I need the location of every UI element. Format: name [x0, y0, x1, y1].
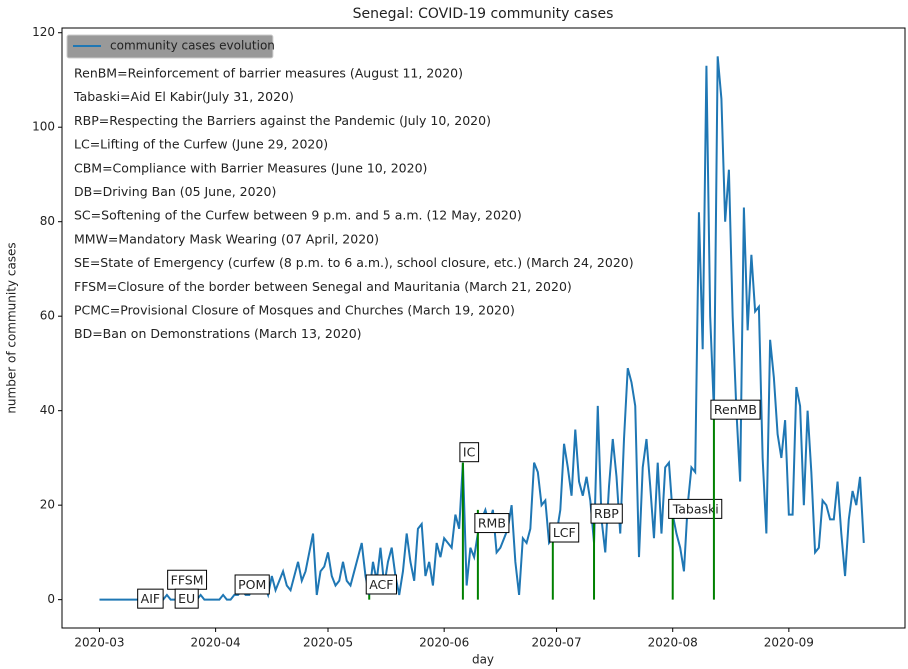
- event-box: [549, 522, 580, 543]
- event-label: RBP: [590, 503, 623, 524]
- event-label: AIF: [137, 588, 164, 609]
- note: DB=Driving Ban (05 June, 2020): [74, 184, 276, 199]
- event-box: [234, 574, 270, 595]
- note: LC=Lifting of the Curfew (June 29, 2020): [74, 137, 328, 152]
- event-label: LCF: [549, 522, 580, 543]
- event-text: POM: [238, 577, 266, 592]
- note: FFSM=Closure of the border between Seneg…: [74, 279, 572, 294]
- note: PCMC=Provisional Closure of Mosques and …: [74, 303, 515, 318]
- event-text: IC: [463, 445, 476, 460]
- y-tick-label: 60: [40, 309, 55, 323]
- event-label: EU: [174, 588, 199, 609]
- note: SE=State of Emergency (curfew (8 p.m. to…: [74, 255, 634, 270]
- x-tick-label: 2020-04: [191, 636, 241, 650]
- event-box: [459, 442, 480, 463]
- event-label: RMB: [474, 513, 510, 534]
- note: SC=Softening of the Curfew between 9 p.m…: [74, 208, 522, 223]
- y-tick-label: 80: [40, 214, 55, 228]
- event-box: [668, 498, 723, 519]
- event-text: FFSM: [171, 572, 204, 587]
- x-axis-label: day: [472, 653, 494, 667]
- event-box: [474, 513, 510, 534]
- event-label: POM: [234, 574, 270, 595]
- legend-box: [66, 34, 274, 59]
- y-tick-label: 120: [32, 25, 55, 39]
- event-text: RBP: [594, 506, 619, 521]
- x-tick-label: 2020-06: [419, 636, 469, 650]
- event-box: [365, 574, 397, 595]
- event-label: IC: [459, 442, 480, 463]
- legend-label: community cases evolution: [110, 39, 275, 53]
- note: CBM=Compliance with Barrier Measures (Ju…: [74, 160, 427, 175]
- event-box: [137, 588, 164, 609]
- event-text: RenMB: [714, 402, 757, 417]
- event-box: [710, 399, 761, 420]
- x-tick-label: 2020-07: [531, 636, 581, 650]
- event-text: AIF: [141, 591, 160, 606]
- event-label: RenMB: [710, 399, 761, 420]
- event-box: [590, 503, 623, 524]
- event-text: ACF: [369, 577, 393, 592]
- x-tick-label: 2020-08: [648, 636, 698, 650]
- chart-title: Senegal: COVID-19 community cases: [353, 6, 614, 22]
- note: MMW=Mandatory Mask Wearing (07 April, 20…: [74, 231, 379, 246]
- x-tick-label: 2020-09: [764, 636, 814, 650]
- event-text: RMB: [478, 516, 506, 531]
- x-tick-label: 2020-03: [74, 636, 124, 650]
- y-tick-label: 100: [32, 120, 55, 134]
- event-text: Tabaski: [672, 501, 719, 516]
- y-axis-label: number of community cases: [5, 242, 19, 413]
- event-label: FFSM: [167, 569, 208, 590]
- note: BD=Ban on Demonstrations (March 13, 2020…: [74, 326, 362, 341]
- event-text: LCF: [553, 525, 576, 540]
- legend: community cases evolution: [66, 34, 275, 59]
- plot-frame: [61, 27, 906, 629]
- event-label: ACF: [365, 574, 397, 595]
- x-tick-label: 2020-05: [303, 636, 353, 650]
- y-tick-label: 0: [47, 592, 55, 606]
- note: Tabaski=Aid El Kabir(July 31, 2020): [73, 89, 294, 104]
- y-tick-label: 20: [40, 498, 55, 512]
- y-tick-label: 40: [40, 403, 55, 417]
- event-box: [174, 588, 199, 609]
- event-text: EU: [178, 591, 195, 606]
- note: RBP=Respecting the Barriers against the …: [74, 113, 491, 128]
- event-label: Tabaski: [668, 498, 723, 519]
- note: RenBM=Reinforcement of barrier measures …: [74, 66, 463, 81]
